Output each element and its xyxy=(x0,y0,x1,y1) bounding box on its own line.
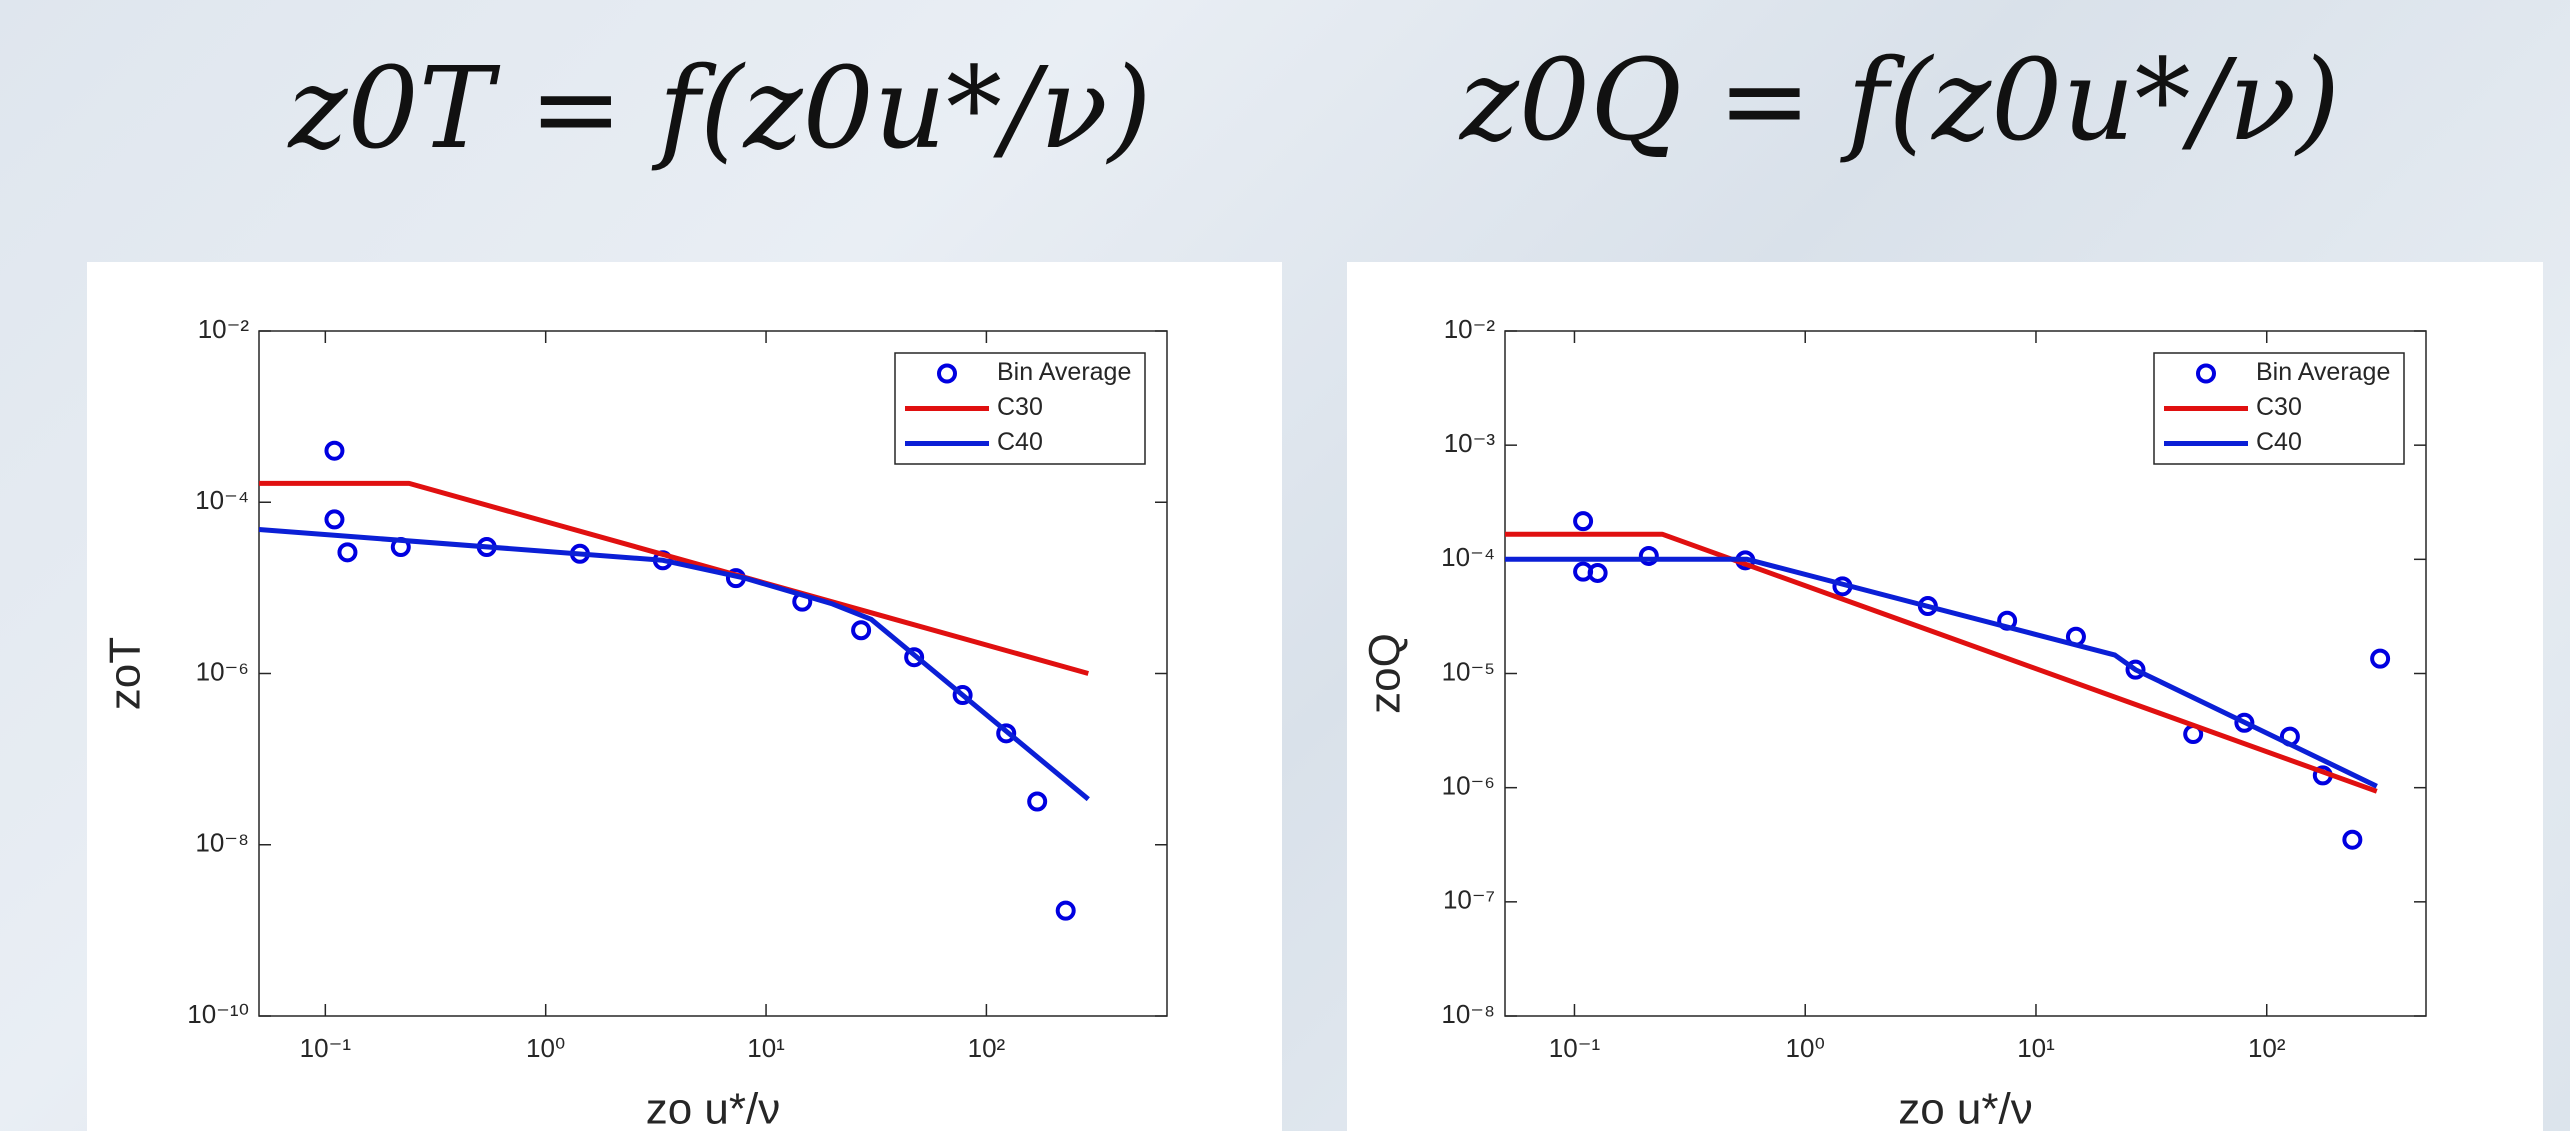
data-point xyxy=(1055,900,1076,921)
y-tick-label: 10⁻⁵ xyxy=(1442,656,1495,686)
y-tick-label: 10⁻² xyxy=(1444,314,1496,344)
y-tick-label: 10⁻⁸ xyxy=(1441,999,1495,1029)
chart-title: z0Q = f(z0u*/ν) xyxy=(1458,36,2340,166)
y-tick-label: 10⁻⁸ xyxy=(195,828,249,858)
data-point xyxy=(1573,511,1594,532)
data-point xyxy=(337,542,358,563)
data-point xyxy=(324,440,345,461)
series-line xyxy=(259,480,1089,676)
legend-label: Bin Average xyxy=(997,358,1131,386)
data-point xyxy=(996,723,1017,744)
x-tick-label: 10⁰ xyxy=(526,1033,565,1063)
legend-label: C40 xyxy=(2256,428,2302,456)
x-axis-label: zo u*/ν xyxy=(646,1085,781,1131)
x-tick-label: 10¹ xyxy=(747,1033,785,1063)
y-tick-label: 10⁻¹⁰ xyxy=(187,999,249,1029)
data-point xyxy=(2370,648,2391,669)
legend-marker xyxy=(2196,363,2216,384)
data-point xyxy=(324,509,345,530)
x-tick-label: 10¹ xyxy=(2017,1033,2055,1063)
data-point xyxy=(1027,791,1048,812)
data-point xyxy=(2234,712,2255,733)
y-tick-label: 10⁻³ xyxy=(1444,428,1496,458)
data-point xyxy=(904,647,925,668)
legend-label: C30 xyxy=(997,393,1043,421)
legend-label: C40 xyxy=(997,428,1043,456)
y-tick-label: 10⁻⁶ xyxy=(196,656,249,686)
legend-label: C30 xyxy=(2256,393,2302,421)
series-line xyxy=(1505,556,2378,789)
x-tick-label: 10⁻¹ xyxy=(300,1033,352,1063)
legend-marker xyxy=(937,363,957,384)
series-line xyxy=(258,527,1090,802)
y-tick-label: 10⁻⁴ xyxy=(195,485,249,515)
y-tick-label: 10⁻⁶ xyxy=(1442,771,1495,801)
y-tick-label: 10⁻⁷ xyxy=(1443,885,1495,915)
x-tick-label: 10⁻¹ xyxy=(1549,1033,1601,1063)
y-axis-label: zoQ xyxy=(1361,633,1410,714)
data-point xyxy=(1587,562,1608,583)
x-tick-label: 10⁰ xyxy=(1786,1033,1825,1063)
x-axis-label: zo u*/ν xyxy=(1898,1085,2033,1131)
y-tick-label: 10⁻² xyxy=(198,314,250,344)
y-tick-label: 10⁻⁴ xyxy=(1441,542,1495,572)
x-tick-label: 10² xyxy=(2248,1033,2286,1063)
data-point xyxy=(2342,829,2363,850)
data-point xyxy=(952,685,973,706)
x-tick-label: 10² xyxy=(968,1033,1006,1063)
data-point xyxy=(1638,545,1659,566)
chart-title: z0T = f(z0u*/ν) xyxy=(286,44,1151,174)
series-line xyxy=(1505,531,2378,794)
data-point xyxy=(2125,659,2146,680)
y-axis-label: zoT xyxy=(101,637,150,710)
legend-label: Bin Average xyxy=(2256,358,2390,386)
data-point xyxy=(851,620,872,641)
